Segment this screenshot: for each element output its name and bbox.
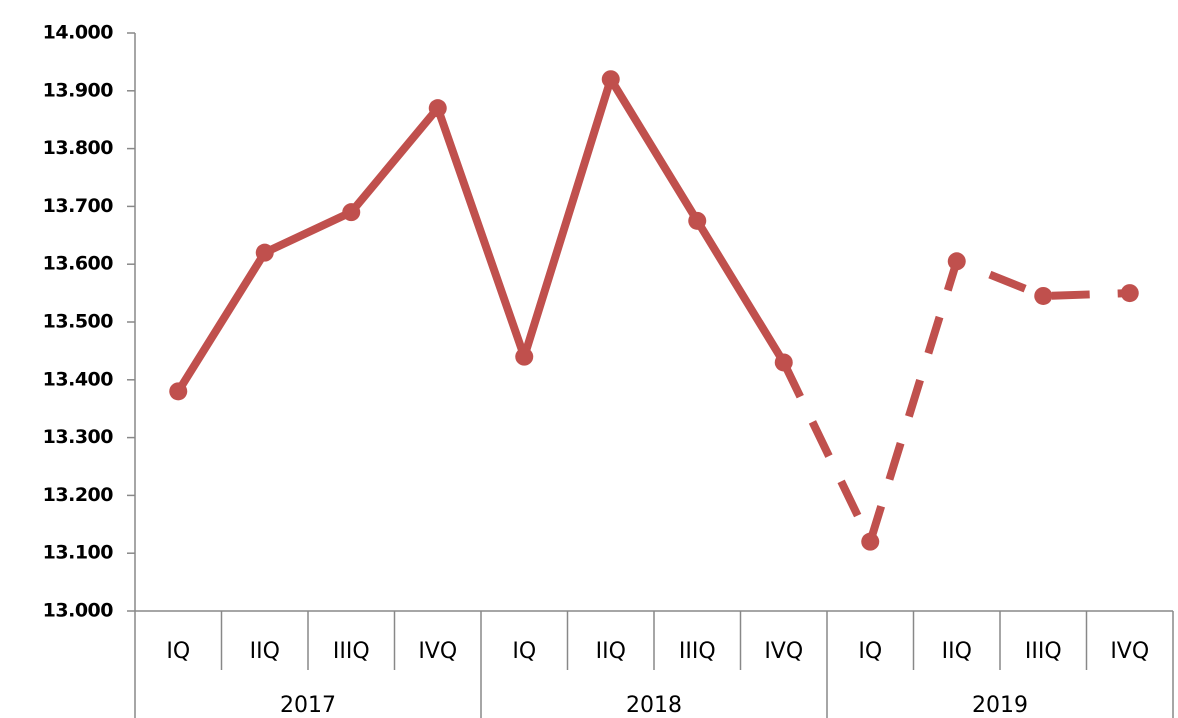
point: [774, 353, 793, 372]
x-tick-label: IQ: [858, 639, 882, 664]
x-tick-label: IVQ: [1110, 639, 1149, 664]
point: [342, 203, 361, 222]
y-tick-label: 13.000: [43, 600, 114, 622]
y-tick-label: 13.300: [43, 426, 114, 448]
point: [861, 532, 880, 551]
x-tick-label: IIIQ: [333, 639, 370, 664]
group-label: 2018: [626, 693, 682, 718]
y-tick-label: 13.200: [43, 484, 114, 506]
y-tick-label: 13.400: [43, 368, 114, 390]
x-tick-label: IIQ: [250, 639, 280, 664]
line-actual: [174, 75, 788, 394]
x-tick-label: IVQ: [418, 639, 457, 664]
point: [601, 70, 620, 89]
line-forecast: [780, 257, 1130, 546]
y-tick-label: 13.900: [43, 79, 114, 101]
point: [947, 252, 966, 271]
point: [688, 211, 707, 230]
point: [515, 347, 534, 366]
x-tick-label: IQ: [166, 639, 190, 664]
y-tick-label: 13.100: [43, 542, 114, 564]
y-tick-label: 13.600: [43, 253, 114, 275]
x-tick-label: IIQ: [596, 639, 626, 664]
x-tick-label: IIIQ: [1025, 639, 1062, 664]
point: [1034, 286, 1053, 305]
y-tick-label: 13.500: [43, 311, 114, 333]
group-label: 2019: [972, 693, 1028, 718]
y-tick-label: 13.800: [43, 137, 114, 159]
x-tick-label: IVQ: [764, 639, 803, 664]
y-tick-label: 14.000: [43, 22, 114, 44]
y-tick-label: 13.700: [43, 195, 114, 217]
point: [428, 99, 447, 118]
point: [255, 243, 274, 262]
x-tick-label: IQ: [512, 639, 536, 664]
group-label: 2017: [280, 693, 336, 718]
point: [169, 382, 188, 401]
x-tick-label: IIIQ: [679, 639, 716, 664]
x-tick-label: IIQ: [942, 639, 972, 664]
point: [1120, 284, 1139, 303]
